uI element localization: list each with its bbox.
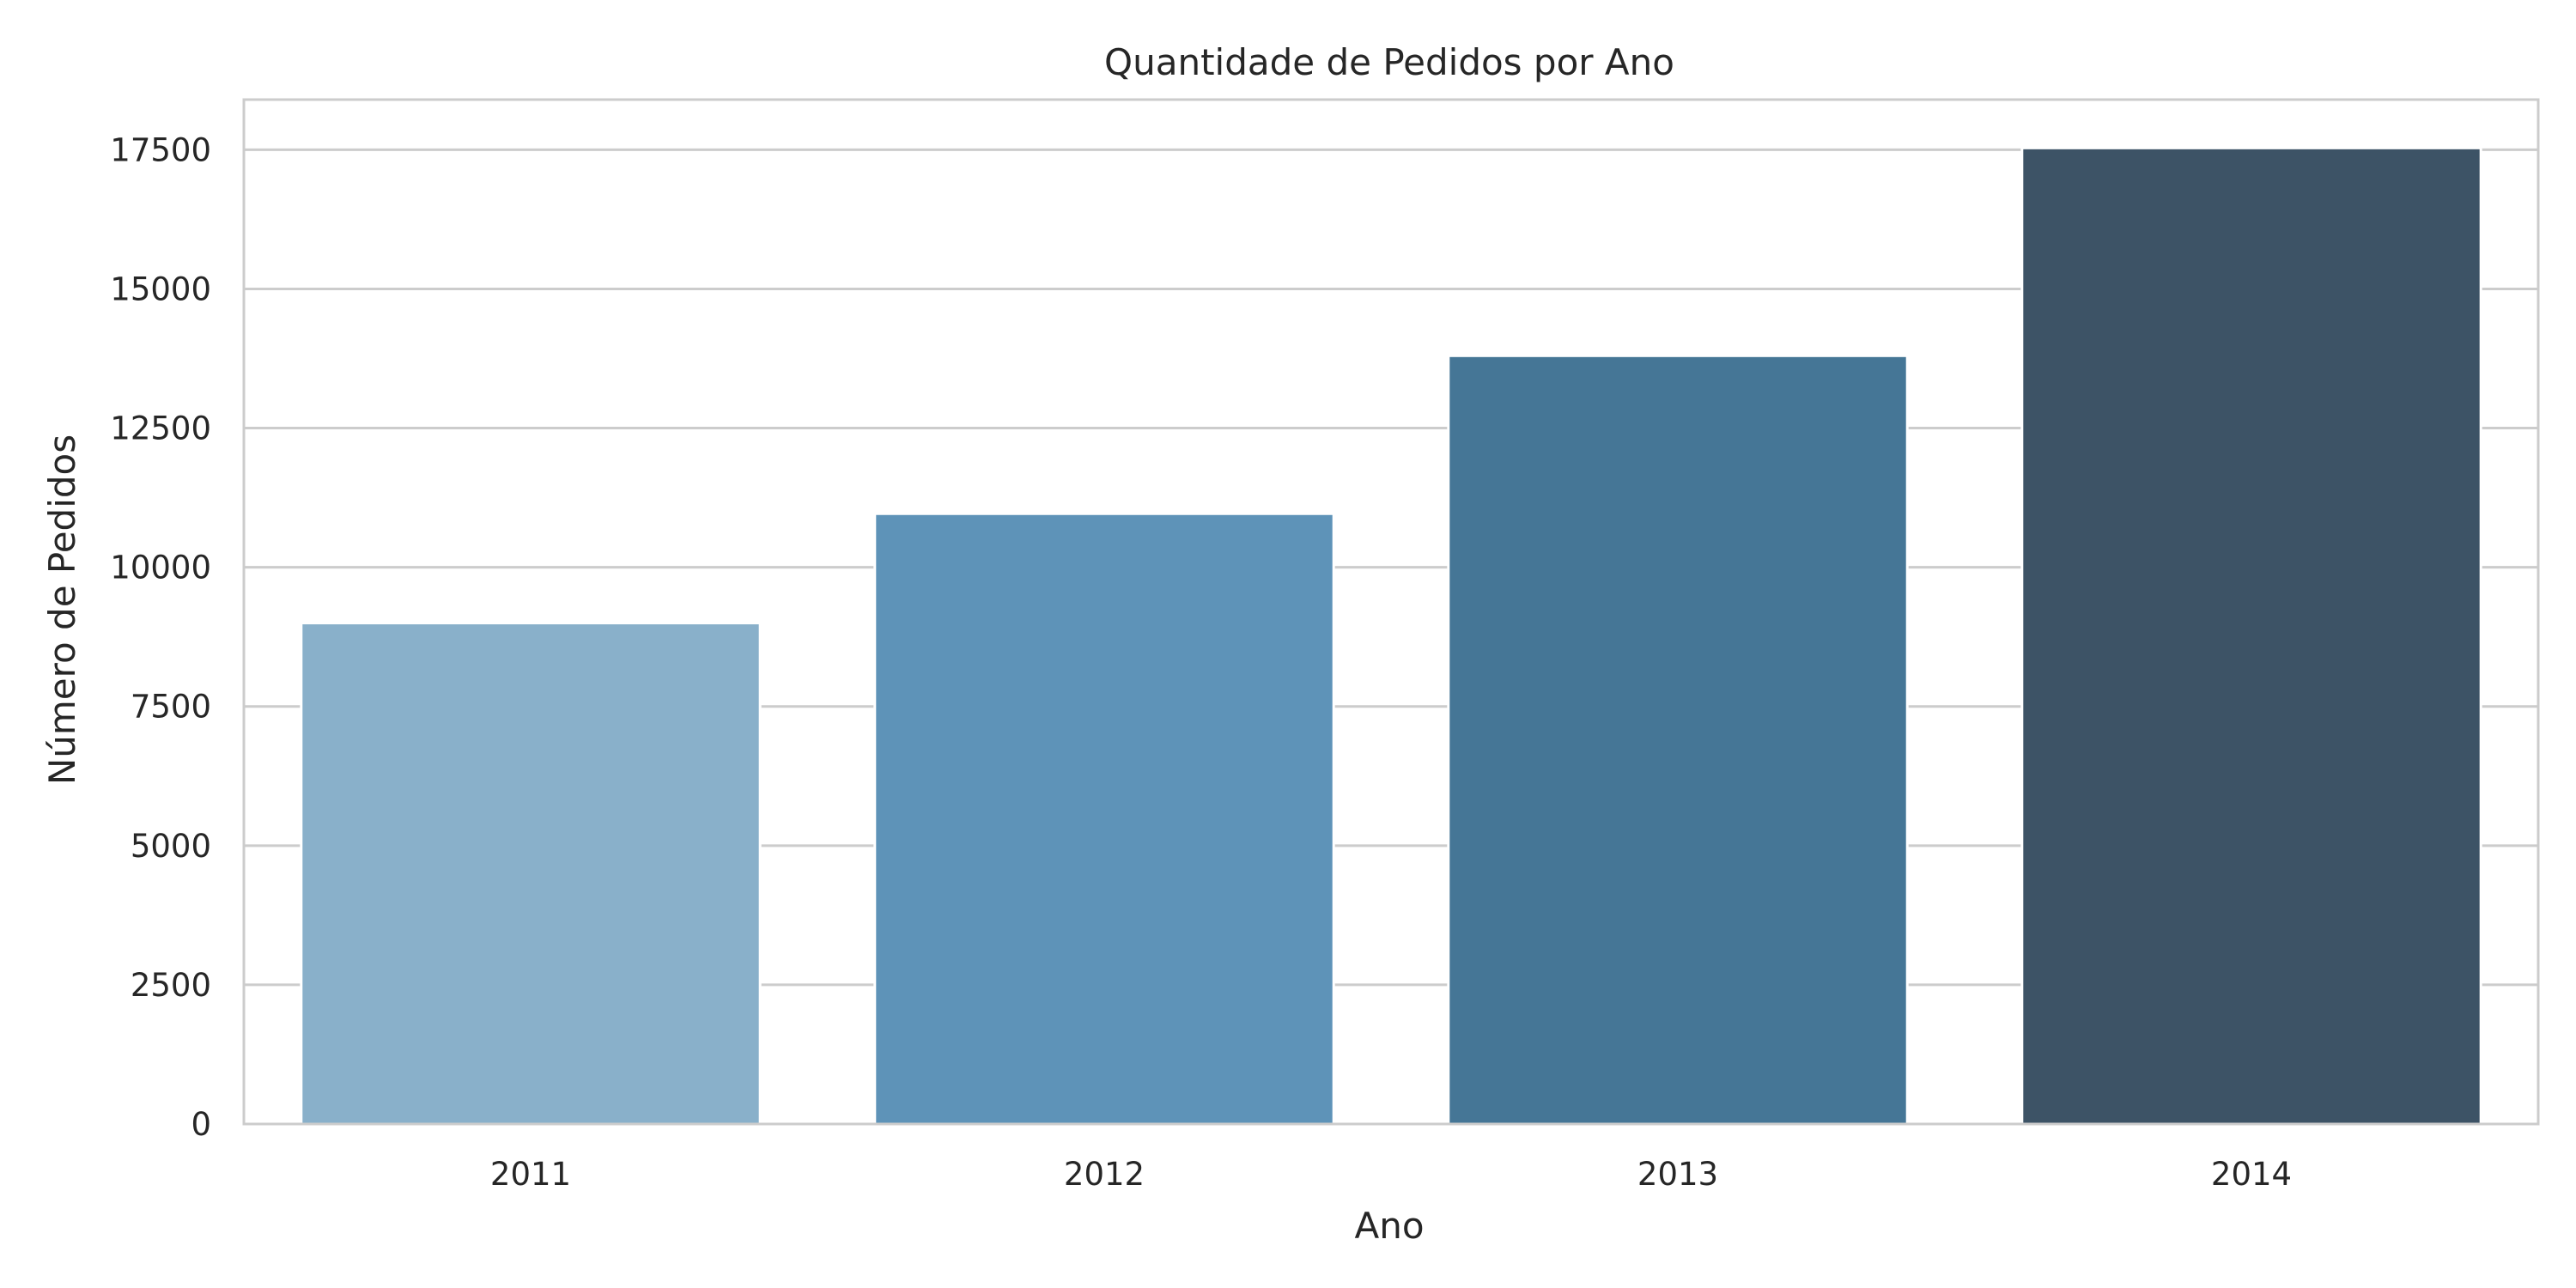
x-axis-label: Ano — [1354, 1205, 1424, 1247]
y-tick-label: 15000 — [110, 270, 211, 307]
y-tick-label: 2500 — [131, 967, 211, 1004]
y-tick-label: 5000 — [131, 828, 211, 865]
x-tick-label: 2013 — [1637, 1156, 1718, 1193]
y-axis-label: Número de Pedidos — [41, 434, 83, 785]
y-tick-label: 0 — [191, 1106, 211, 1143]
y-tick-label: 12500 — [110, 410, 211, 447]
x-tick-label: 2012 — [1064, 1156, 1145, 1193]
y-tick-label: 7500 — [131, 689, 211, 726]
plot-area: 0 2500 5000 7500 10000 12500 15000 17500 2011 201… — [110, 98, 2540, 1193]
y-tick-label: 10000 — [110, 550, 211, 586]
x-tick-label: 2011 — [490, 1156, 571, 1193]
x-tick-label: 2014 — [2211, 1156, 2292, 1193]
chart-title: Quantidade de Pedidos por Ano — [1104, 41, 1674, 83]
y-tick-label: 17500 — [110, 131, 211, 168]
bar-2013 — [1447, 354, 1909, 1126]
bar-2011 — [300, 622, 762, 1126]
bar-2012 — [873, 512, 1335, 1126]
bar-2014 — [2020, 146, 2482, 1126]
plot-frame — [242, 98, 2540, 1126]
